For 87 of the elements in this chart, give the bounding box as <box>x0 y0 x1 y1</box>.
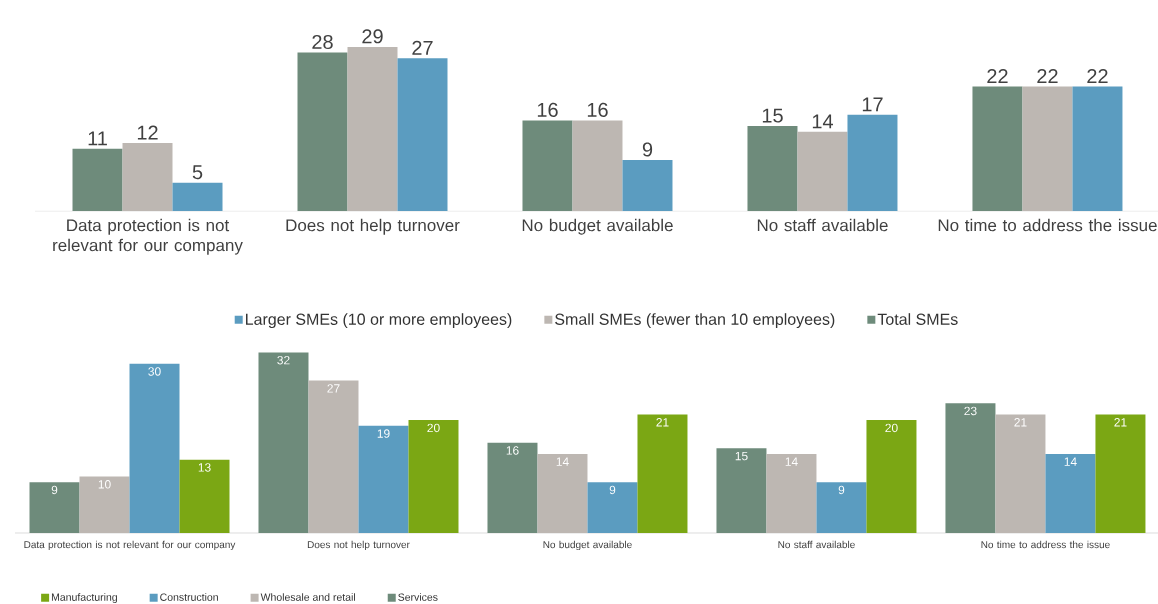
bar <box>79 476 130 533</box>
data-label: 20 <box>885 423 898 433</box>
x-tick-label: Does not help turnover <box>286 218 460 235</box>
legend-label: Small SMEs (fewer than 10 employees) <box>555 313 835 329</box>
data-label: 27 <box>412 40 433 55</box>
bar <box>408 420 459 533</box>
bar <box>572 120 623 211</box>
x-tick-label: No budget available <box>543 540 632 551</box>
bar <box>297 52 348 211</box>
data-label: 17 <box>862 97 883 112</box>
legend-label: Total SMEs <box>877 313 958 325</box>
bar <box>347 46 398 211</box>
data-label: 9 <box>642 142 653 157</box>
bar <box>622 160 673 211</box>
data-label: 21 <box>1114 418 1127 427</box>
bar <box>972 86 1023 211</box>
x-tick-label: No staff available <box>778 540 855 549</box>
bar <box>258 352 309 533</box>
data-label: 16 <box>537 102 558 117</box>
x-tick-label: Data protection is not relevant for our company <box>53 218 243 255</box>
legend-label: Services <box>398 593 438 601</box>
legend-label: Wholesale and retail <box>260 593 355 601</box>
data-label: 22 <box>1037 69 1058 83</box>
legend-label: Construction <box>160 593 218 601</box>
bar <box>1095 414 1146 533</box>
data-label: 14 <box>556 457 569 466</box>
bar <box>122 143 173 211</box>
bar <box>487 442 538 533</box>
data-label: 28 <box>312 34 333 50</box>
data-label: 22 <box>1087 69 1108 83</box>
bar <box>945 403 996 533</box>
data-label: 22 <box>987 69 1008 83</box>
data-label: 14 <box>812 114 834 129</box>
bar <box>72 148 123 211</box>
data-label: 21 <box>656 418 669 427</box>
bar <box>397 58 448 211</box>
bar <box>179 459 230 533</box>
x-tick-label: No staff available <box>757 218 888 232</box>
data-label: 19 <box>377 429 390 438</box>
data-label: 29 <box>362 29 383 44</box>
bar <box>537 453 588 533</box>
data-label: 9 <box>838 485 845 495</box>
bar <box>587 482 638 533</box>
bar <box>308 380 359 533</box>
x-tick-label: Data protection is not relevant for our company <box>24 540 236 551</box>
data-label: 5 <box>192 165 203 180</box>
bar <box>866 420 917 533</box>
data-label: 16 <box>587 102 608 117</box>
bar <box>172 182 223 211</box>
data-label: 14 <box>785 457 798 466</box>
x-tick-label: No time to address the issue <box>938 218 1157 232</box>
bar <box>129 363 180 533</box>
data-label: 23 <box>964 406 977 416</box>
bar <box>716 448 767 533</box>
x-tick-label: No budget available <box>522 218 673 235</box>
bar <box>522 120 573 211</box>
x-tick-label: Does not help turnover <box>307 540 410 551</box>
bar <box>358 425 409 533</box>
data-label: 15 <box>735 451 748 461</box>
data-label: 27 <box>327 384 340 393</box>
bar <box>1022 86 1073 211</box>
bar <box>29 482 80 533</box>
legend-label: Larger SMEs (10 or more employees) <box>246 313 512 329</box>
data-label: 15 <box>762 108 783 123</box>
data-label: 16 <box>506 446 519 455</box>
data-label: 12 <box>137 125 158 140</box>
bar <box>747 126 798 211</box>
data-label: 14 <box>1064 457 1077 466</box>
bar <box>816 482 867 533</box>
bar <box>1072 86 1123 211</box>
data-label: 10 <box>98 480 111 489</box>
legend-label: Manufacturing <box>51 593 117 603</box>
bar <box>1045 453 1096 533</box>
data-label: 9 <box>609 485 616 495</box>
data-label: 20 <box>427 423 440 433</box>
data-label: 21 <box>1014 418 1027 427</box>
data-label: 11 <box>88 131 107 146</box>
x-tick-label: No time to address the issue <box>981 540 1110 549</box>
bar <box>995 414 1046 533</box>
bar <box>847 114 898 211</box>
bar <box>637 414 688 533</box>
data-label: 9 <box>51 485 58 495</box>
data-label: 30 <box>148 367 161 376</box>
bar <box>766 453 817 533</box>
data-label: 13 <box>198 463 211 472</box>
data-label: 32 <box>277 355 290 365</box>
bar <box>797 131 848 211</box>
